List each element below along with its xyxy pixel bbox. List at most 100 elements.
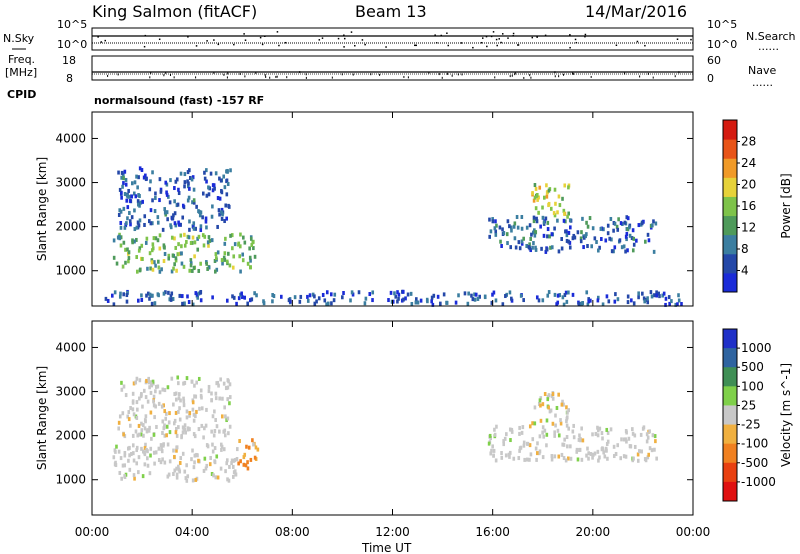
freq-noise-mark [341, 73, 343, 76]
data-cell [121, 264, 125, 269]
data-cell [298, 299, 302, 304]
data-cell [196, 295, 199, 300]
sky-noise-mark [500, 41, 502, 44]
data-cell [185, 478, 189, 483]
sky-noise-mark [284, 41, 287, 44]
data-cell [165, 192, 169, 197]
data-cell [149, 382, 153, 387]
data-cell [409, 291, 413, 296]
data-cell [144, 240, 148, 245]
data-cell [188, 268, 192, 273]
data-cell [239, 232, 242, 237]
data-cell [171, 216, 175, 221]
data-cell [171, 253, 175, 258]
data-cell [172, 448, 175, 453]
data-cell [591, 432, 594, 437]
data-cell [563, 437, 566, 442]
data-cell [535, 219, 539, 224]
sky-noise-mark [385, 46, 387, 48]
data-cell [518, 446, 522, 451]
sky-noise-mark [584, 35, 586, 38]
data-cell [652, 219, 655, 224]
data-cell [211, 188, 215, 193]
data-cell [185, 415, 189, 420]
data-cell [137, 223, 141, 228]
data-cell [128, 198, 132, 203]
data-cell [306, 298, 310, 303]
data-cell [491, 444, 494, 449]
data-cell [141, 474, 145, 479]
data-cell [191, 302, 195, 307]
freq-noise-mark [514, 72, 516, 75]
data-cell [579, 437, 582, 442]
data-cell [601, 302, 605, 307]
data-cell [142, 433, 145, 438]
data-cell [178, 460, 182, 465]
data-cell [167, 290, 170, 295]
data-cell [510, 427, 514, 432]
data-cell [546, 397, 550, 402]
data-cell [206, 266, 209, 271]
data-cell [631, 248, 635, 253]
data-cell [204, 216, 208, 221]
data-cell [210, 429, 213, 434]
data-cell [241, 258, 245, 263]
data-cell [154, 196, 157, 201]
data-cell [163, 245, 166, 250]
data-cell [545, 190, 549, 195]
data-cell [211, 204, 214, 209]
sky-noise-mark [213, 39, 215, 41]
data-cell [562, 456, 566, 461]
nsky-label: N.Sky [3, 32, 35, 45]
nave-top-tick: 60 [707, 54, 721, 67]
data-cell [136, 185, 139, 190]
data-cell [225, 458, 229, 463]
data-cell [143, 446, 147, 451]
data-cell [180, 261, 184, 266]
data-cell [167, 420, 171, 425]
sky-noise-mark [501, 33, 504, 35]
data-cell [126, 216, 129, 221]
data-cell [197, 291, 201, 296]
data-cell [131, 433, 135, 438]
data-cell [145, 293, 148, 298]
data-cell [217, 383, 220, 388]
data-cell [193, 453, 197, 458]
data-cell [541, 298, 545, 303]
data-cell [545, 247, 549, 252]
data-cell [571, 292, 575, 297]
data-cell [202, 435, 205, 440]
data-cell [554, 201, 557, 206]
data-cell [510, 298, 514, 303]
data-cell [610, 249, 614, 254]
data-cell [591, 226, 595, 231]
data-cell [272, 294, 276, 299]
data-cell [145, 447, 148, 452]
data-cell [566, 444, 569, 449]
data-cell [501, 302, 505, 307]
data-cell [243, 295, 247, 300]
freq-noise-mark [529, 74, 531, 77]
colorbar-tick-label: 24 [741, 156, 756, 170]
data-cell [130, 194, 134, 199]
data-cell [225, 298, 229, 303]
data-cell [113, 462, 117, 467]
data-cell [124, 247, 127, 252]
data-cell [598, 426, 602, 431]
data-cell [203, 456, 207, 461]
data-cell [576, 230, 580, 235]
data-cell [245, 444, 248, 449]
data-cell [192, 198, 196, 203]
data-cell [571, 429, 575, 434]
data-cell [126, 414, 129, 419]
data-cell [246, 466, 250, 471]
freq-noise-mark [239, 72, 241, 75]
data-cell [624, 234, 628, 239]
data-cell [242, 462, 246, 467]
data-cell [604, 238, 608, 243]
data-cell [648, 446, 652, 451]
data-cell [197, 209, 200, 214]
data-cell [551, 396, 555, 401]
freq-noise-mark [227, 72, 229, 75]
data-cell [463, 291, 467, 296]
